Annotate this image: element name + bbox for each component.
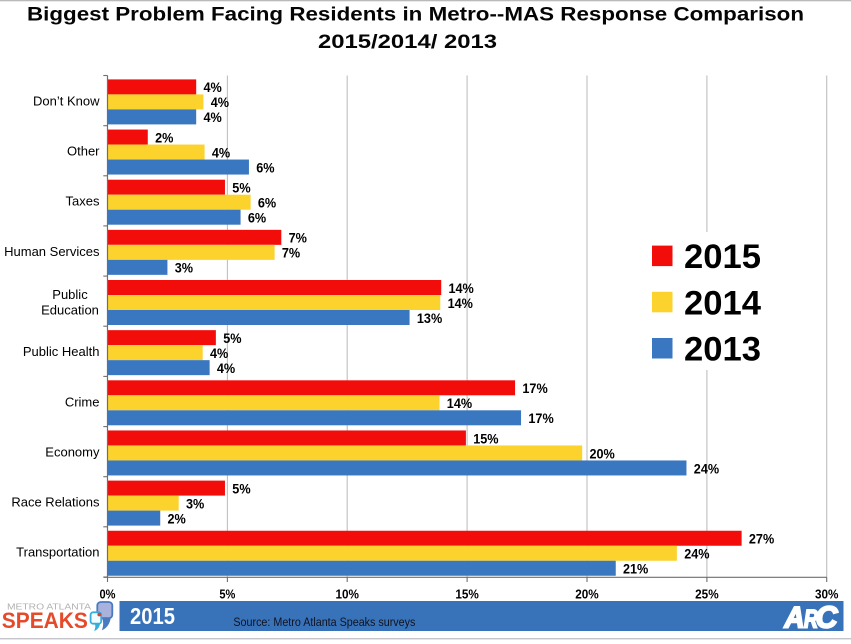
svg-text:A: A (784, 602, 805, 635)
svg-text:2015/2014/ 2013: 2015/2014/ 2013 (318, 31, 497, 53)
svg-text:Other: Other (67, 144, 100, 159)
svg-text:0%: 0% (100, 587, 117, 602)
svg-text:2%: 2% (168, 511, 187, 527)
svg-text:Biggest Problem Facing Residen: Biggest Problem Facing Residents in Metr… (27, 4, 804, 26)
svg-text:10%: 10% (335, 587, 359, 602)
svg-text:Crime: Crime (65, 394, 100, 409)
svg-text:2015: 2015 (684, 238, 761, 276)
svg-text:Human Services: Human Services (4, 244, 100, 259)
svg-text:17%: 17% (522, 381, 548, 397)
svg-text:Source: Metro Atlanta Speaks s: Source: Metro Atlanta Speaks surveys (233, 615, 415, 629)
svg-text:3%: 3% (175, 261, 194, 277)
svg-text:6%: 6% (256, 160, 275, 176)
svg-text:4%: 4% (217, 361, 236, 377)
svg-text:R: R (804, 606, 818, 634)
svg-text:Public Health: Public Health (23, 344, 100, 359)
svg-text:Taxes: Taxes (66, 194, 100, 209)
svg-text:25%: 25% (695, 587, 719, 602)
svg-text:5%: 5% (232, 481, 251, 497)
svg-text:2%: 2% (155, 130, 174, 146)
svg-text:15%: 15% (473, 431, 499, 447)
svg-text:4%: 4% (212, 145, 231, 161)
svg-text:13%: 13% (417, 311, 443, 327)
svg-text:5%: 5% (232, 181, 251, 197)
svg-text:2015: 2015 (130, 603, 175, 629)
svg-text:15%: 15% (455, 587, 479, 602)
svg-text:4%: 4% (211, 95, 230, 111)
svg-text:21%: 21% (623, 562, 649, 578)
svg-text:24%: 24% (684, 547, 710, 563)
svg-text:4%: 4% (210, 346, 229, 362)
svg-text:20%: 20% (575, 587, 599, 602)
svg-text:4%: 4% (204, 110, 223, 126)
svg-text:Economy: Economy (45, 444, 100, 459)
svg-text:Transportation: Transportation (16, 545, 99, 560)
svg-text:5%: 5% (219, 587, 236, 602)
svg-text:Public: Public (52, 287, 88, 302)
svg-text:SPEAKS: SPEAKS (2, 608, 88, 633)
svg-text:Race Relations: Race Relations (11, 495, 100, 510)
svg-text:7%: 7% (282, 246, 301, 262)
svg-text:Education: Education (41, 303, 99, 318)
svg-text:6%: 6% (258, 196, 277, 212)
svg-text:7%: 7% (289, 231, 308, 247)
svg-text:14%: 14% (447, 396, 473, 412)
svg-text:14%: 14% (448, 296, 474, 312)
svg-text:C: C (816, 600, 839, 635)
svg-text:2013: 2013 (684, 331, 761, 369)
svg-text:4%: 4% (204, 80, 223, 96)
svg-text:24%: 24% (694, 461, 720, 477)
svg-text:5%: 5% (223, 331, 242, 347)
svg-text:17%: 17% (528, 411, 554, 427)
svg-text:27%: 27% (749, 532, 775, 548)
svg-text:6%: 6% (248, 211, 267, 227)
svg-text:14%: 14% (449, 281, 475, 297)
svg-text:3%: 3% (186, 496, 205, 512)
svg-text:20%: 20% (590, 446, 616, 462)
svg-text:Don’t Know: Don’t Know (33, 93, 100, 108)
svg-text:30%: 30% (815, 587, 839, 602)
svg-text:2014: 2014 (684, 284, 761, 322)
svg-text:METRO ATLANTA: METRO ATLANTA (7, 602, 92, 611)
